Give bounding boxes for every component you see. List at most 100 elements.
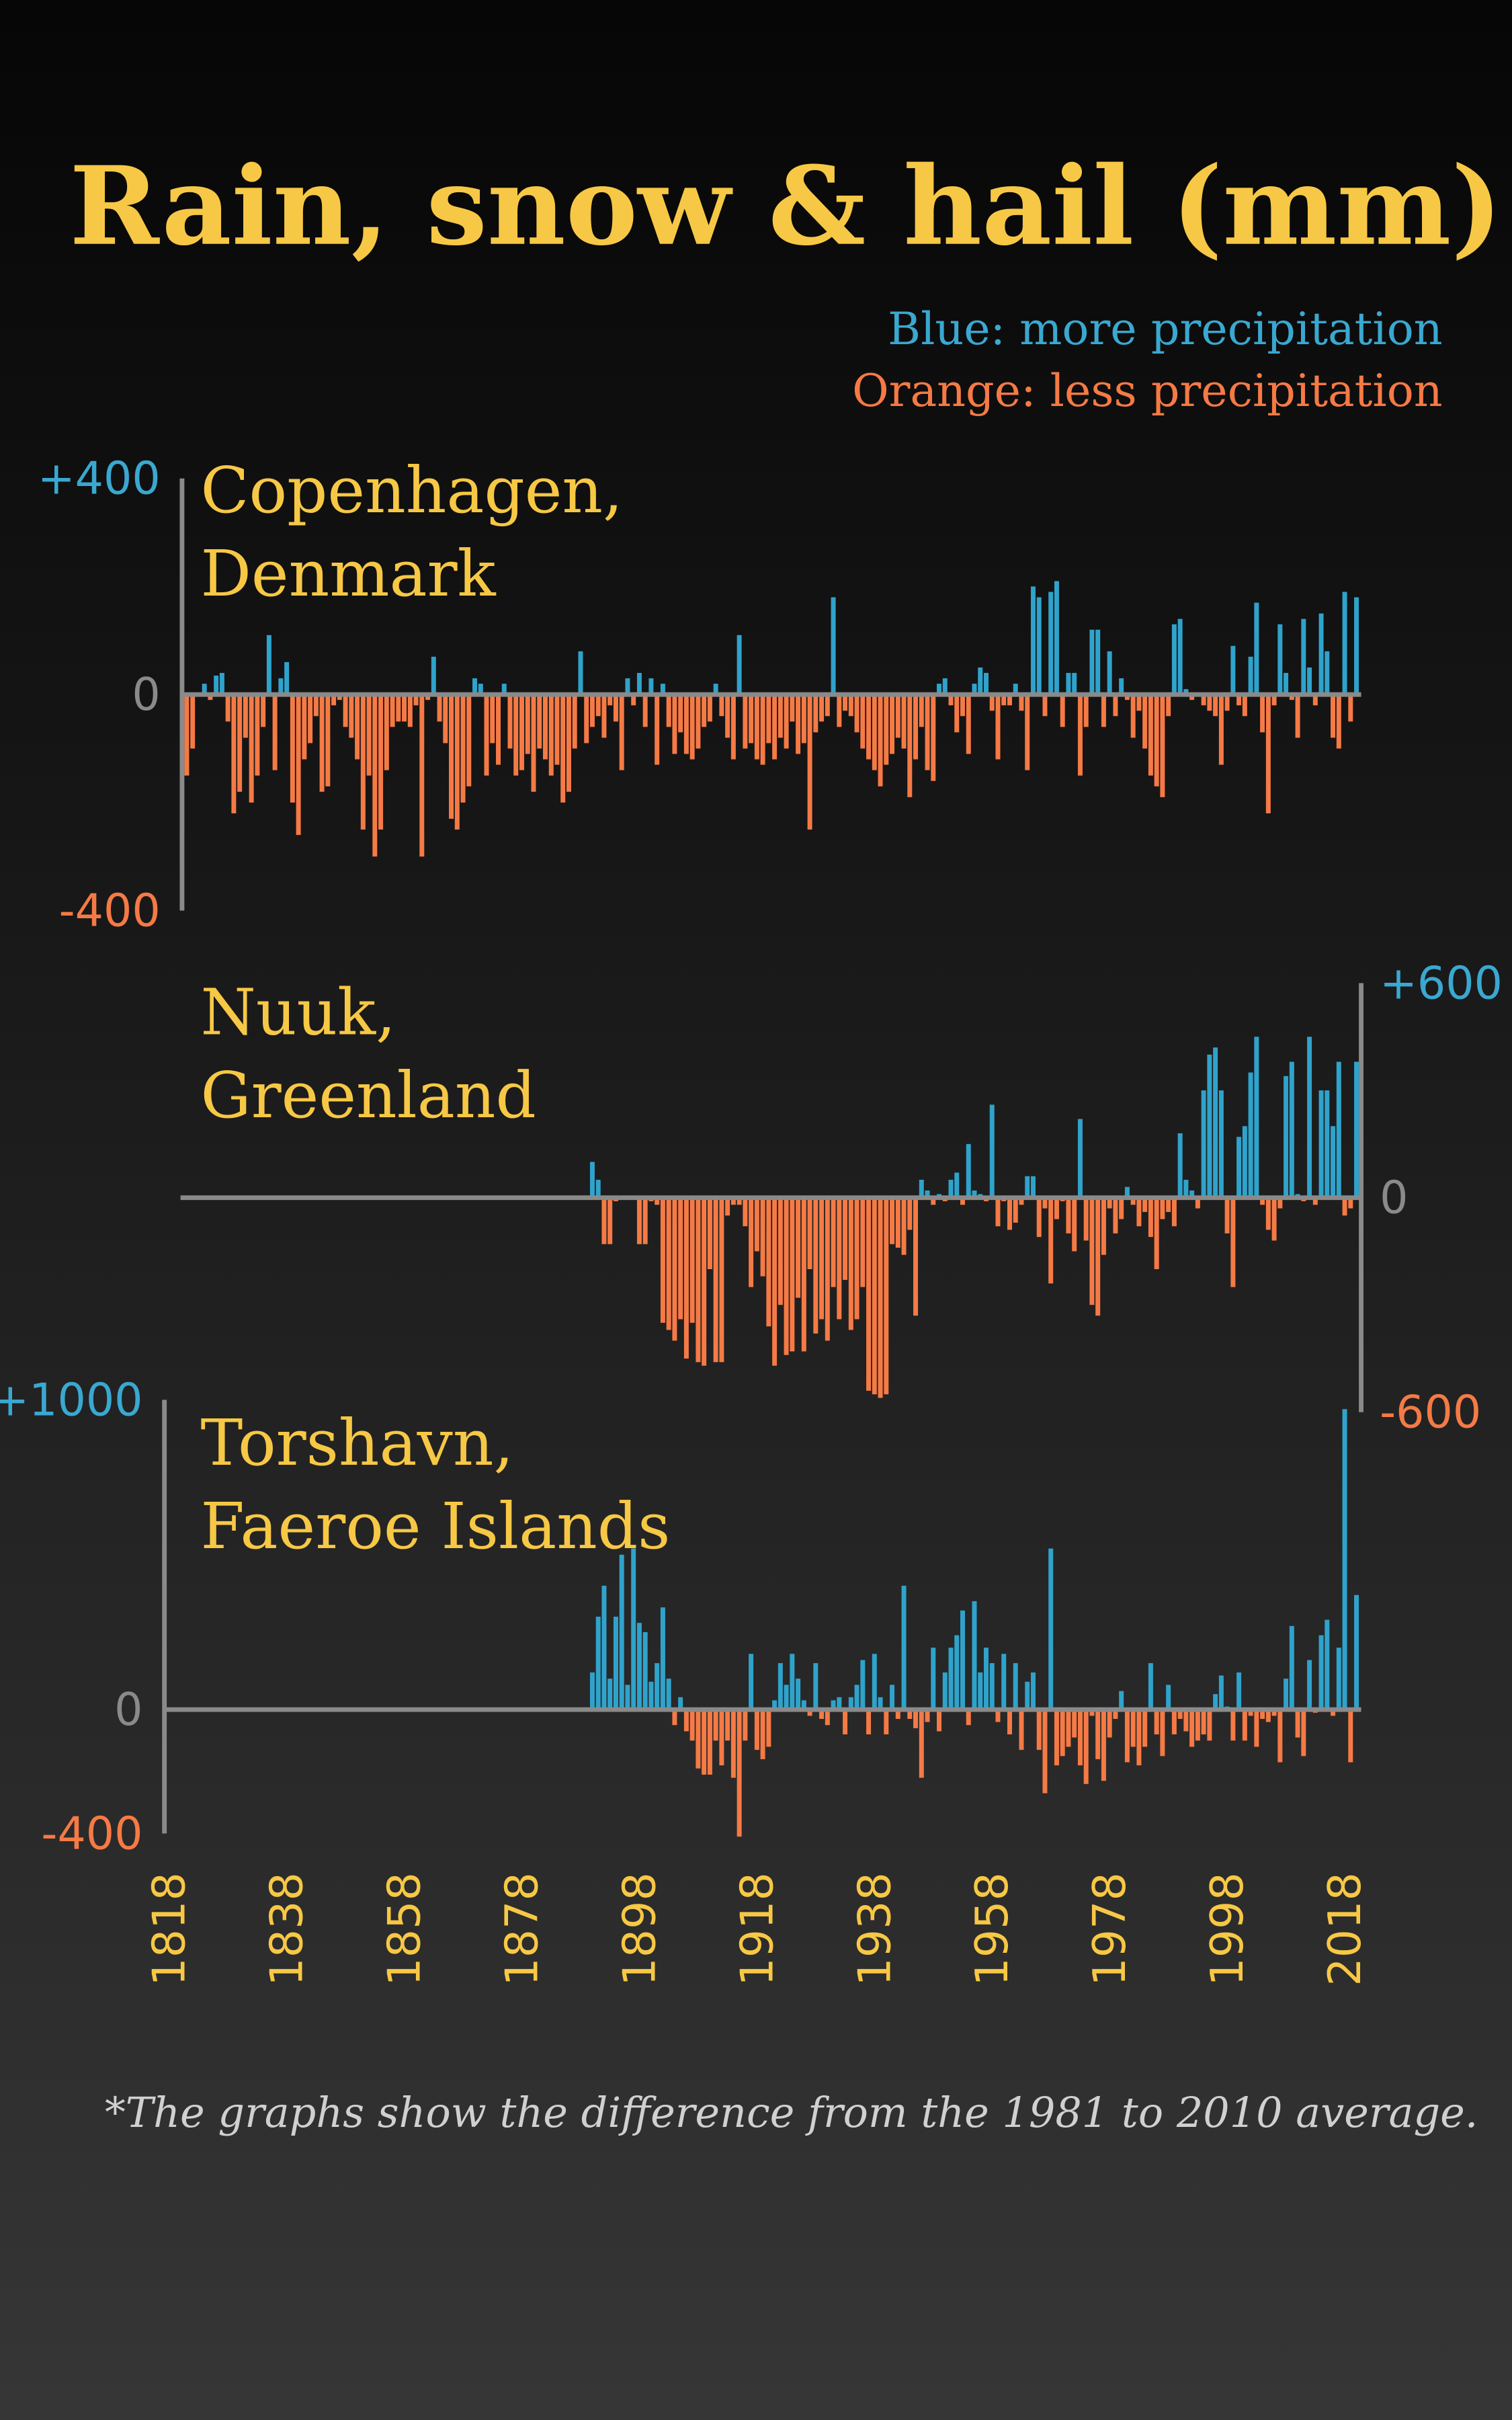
bar [1207,694,1212,711]
bar [1348,1709,1353,1763]
bar [1072,673,1077,695]
bar [989,694,995,711]
bar [796,694,801,754]
bar [831,597,836,695]
bar [907,1709,913,1720]
bar [1242,1126,1247,1198]
bar [1224,1197,1230,1234]
bar [1295,1709,1300,1738]
bar [989,1663,995,1710]
bar [1013,1197,1018,1223]
bar [1054,1197,1059,1219]
bar [272,694,278,770]
bar [308,694,313,743]
bar [913,1709,919,1728]
bar [702,1709,707,1775]
bar [1054,581,1059,695]
bar [1254,1709,1259,1747]
bar [1318,1635,1324,1710]
bar [1154,1197,1159,1270]
bar [660,1197,665,1323]
bar [613,694,618,722]
bar [884,694,889,765]
bar [737,1197,742,1205]
bar [1236,1137,1242,1198]
bar [707,1197,712,1270]
bar [1119,1197,1124,1219]
bar [1260,1709,1265,1720]
bar [1213,1694,1218,1710]
bar [1242,1709,1247,1741]
bar [1284,673,1289,695]
bar [678,1697,683,1710]
bar [737,1709,742,1837]
bar [655,1663,660,1710]
bar [754,1709,759,1750]
bar [343,694,348,727]
bar [1336,1061,1341,1198]
bar [825,694,830,717]
bar [860,1660,866,1710]
bar [683,1709,689,1732]
bar [1089,629,1095,695]
bar [1154,1709,1159,1735]
bar [925,694,930,770]
bar [1060,1709,1065,1757]
bar [730,1709,736,1778]
y-tick-label: 0 [132,668,160,721]
bar [860,1197,866,1287]
bar [1072,1197,1077,1252]
bar [1230,1197,1236,1287]
bar [890,694,895,754]
bar [1124,1709,1130,1763]
bar [431,656,436,695]
bar [878,1197,883,1398]
bar [1342,1197,1347,1216]
chart-subtitle: Torshavn, [200,1407,513,1480]
bar [1248,656,1253,695]
bar [1331,1709,1336,1716]
bar [1213,1047,1218,1198]
bar [1260,694,1265,733]
bar [1013,684,1018,695]
bar [743,1197,748,1227]
bar [1207,1054,1212,1198]
x-tick-label: 1858 [378,1872,431,1986]
chart-subtitle: Nuuk, [200,976,396,1049]
bar [278,678,284,695]
bar [425,694,431,700]
bar [396,694,401,722]
bar [919,694,924,727]
bar [1030,1672,1036,1710]
bar [1325,1619,1330,1710]
bar [784,1685,789,1710]
bar [995,1709,1001,1722]
bar [1001,1654,1007,1710]
main-title: Rain, snow & hail (mm) [69,143,1502,270]
bar [1142,1197,1148,1212]
bar [801,1197,806,1352]
bar [595,1180,601,1198]
bar [1124,694,1130,700]
bar [683,1197,689,1359]
bar [619,694,624,770]
bar [566,694,571,792]
bar [302,694,307,760]
bar [730,1197,736,1205]
bar [261,694,266,727]
bar [1048,1548,1054,1710]
bar [813,1663,818,1710]
bar [1318,1090,1324,1198]
bar [1277,624,1283,695]
bar [319,694,325,792]
bar [848,694,853,717]
y-tick-label: -600 [1380,1386,1481,1439]
bar [1142,694,1148,749]
bar [995,1197,1001,1227]
bar [837,694,842,727]
bar [208,694,213,700]
bar [1271,694,1277,706]
bar [349,694,354,738]
bar [1113,1197,1118,1234]
bar [948,1180,954,1198]
